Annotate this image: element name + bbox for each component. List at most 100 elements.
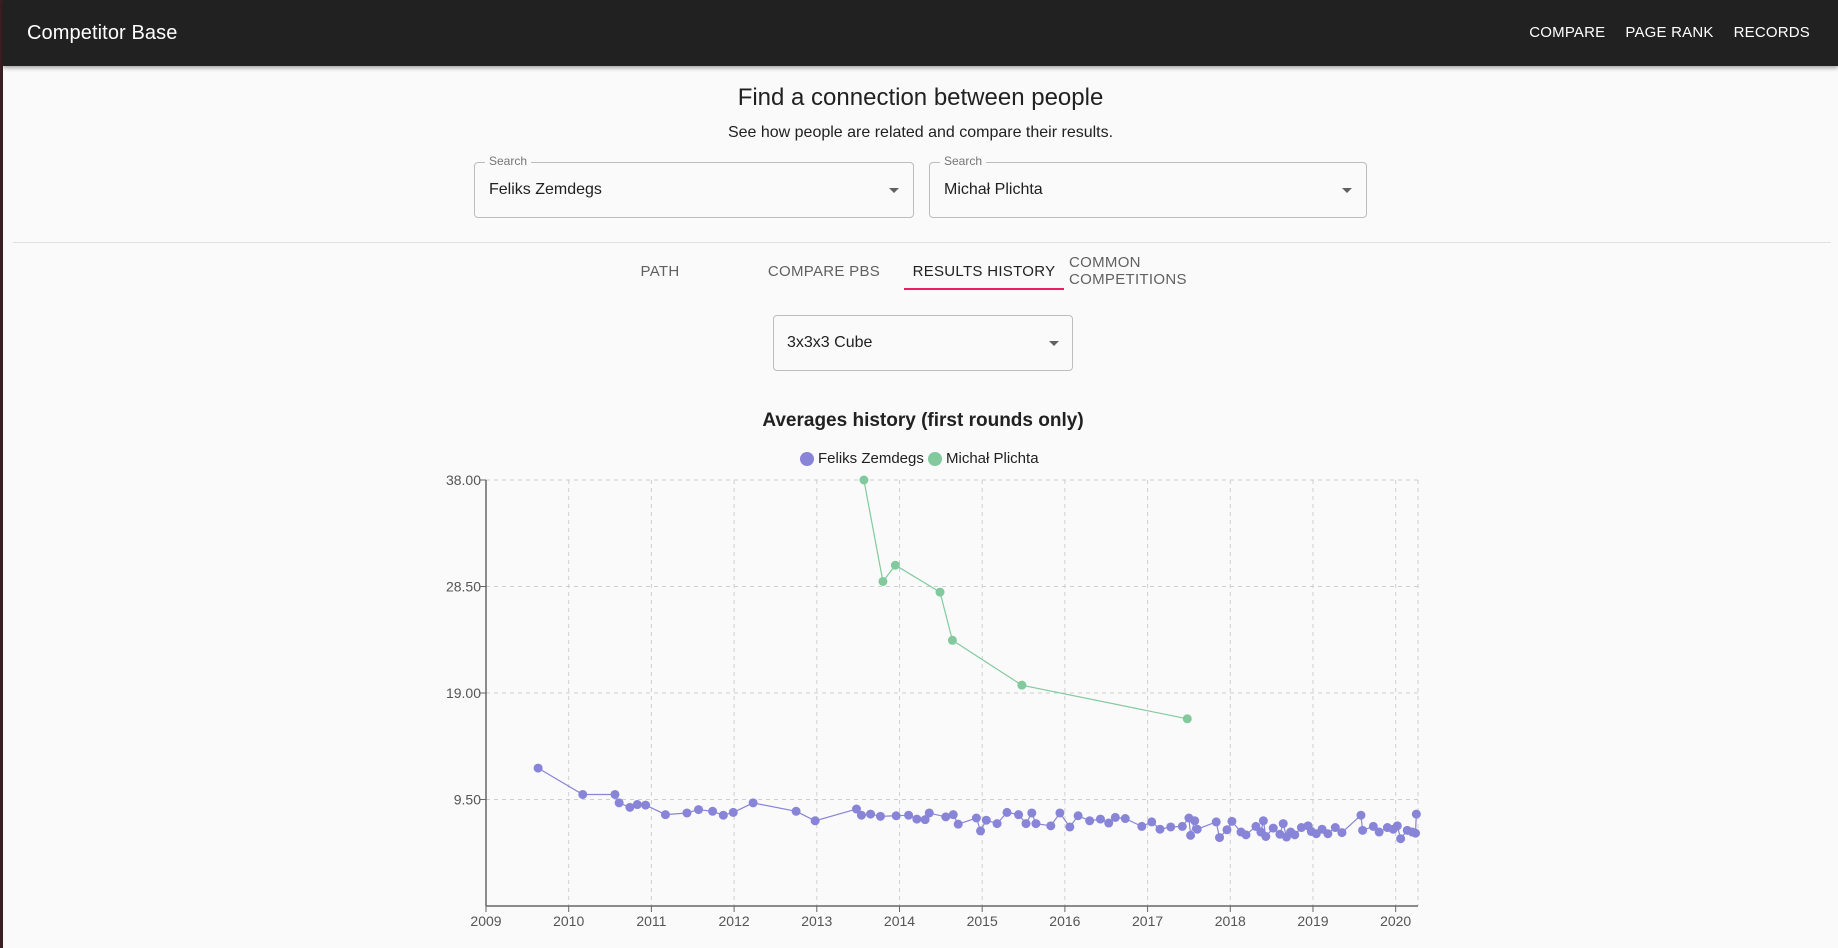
legend-marker: [800, 452, 814, 466]
data-point: [625, 802, 635, 812]
chart-title: Averages history (first rounds only): [762, 410, 1083, 431]
data-point: [1073, 811, 1083, 821]
data-point: [1155, 824, 1165, 834]
data-point: [1382, 823, 1392, 833]
data-point: [1374, 827, 1384, 837]
data-point: [1211, 817, 1221, 827]
data-point: [948, 810, 958, 820]
x-tick-label: 2009: [470, 913, 501, 929]
data-point: [1227, 816, 1237, 826]
data-point: [1055, 808, 1065, 818]
data-point: [924, 808, 934, 818]
x-tick-label: 2011: [636, 913, 666, 929]
data-point: [1368, 821, 1378, 831]
legend-label: Michał Plichta: [946, 450, 1039, 467]
data-point: [878, 576, 888, 586]
data-point: [1236, 827, 1246, 837]
data-point: [1278, 819, 1288, 829]
data-point: [708, 806, 718, 816]
data-point: [718, 810, 728, 820]
x-tick-label: 2014: [884, 913, 915, 929]
x-tick-label: 2018: [1215, 913, 1246, 929]
data-point: [992, 819, 1002, 829]
x-tick-label: 2020: [1380, 913, 1411, 929]
data-point: [1095, 814, 1105, 824]
data-point: [1166, 822, 1176, 832]
x-tick-label: 2010: [553, 913, 584, 929]
dropdown-arrow-icon[interactable]: [889, 188, 899, 193]
data-point: [891, 811, 901, 821]
tab-compare-pbs[interactable]: COMPARE PBS: [767, 262, 881, 280]
data-point: [935, 587, 945, 597]
averages-history-chart: Averages history (first rounds only) 2009…: [446, 410, 1421, 929]
divider: [13, 242, 1831, 243]
data-point: [1190, 816, 1200, 826]
dropdown-arrow-icon[interactable]: [1049, 341, 1059, 346]
data-point: [1411, 809, 1421, 819]
data-point: [859, 475, 869, 485]
data-point: [791, 806, 801, 816]
search-label: Search: [485, 154, 532, 168]
data-point: [1046, 821, 1056, 831]
dropdown-arrow-icon[interactable]: [1342, 188, 1352, 193]
data-point: [614, 798, 624, 808]
data-point: [660, 810, 670, 820]
data-point: [1021, 819, 1031, 829]
data-point: [1311, 829, 1321, 839]
event-select[interactable]: 3x3x3 Cube: [773, 315, 1073, 371]
data-point: [1330, 823, 1340, 833]
data-point: [912, 814, 922, 824]
tab-common-competitions[interactable]: COMMON COMPETITIONS: [1069, 254, 1187, 288]
data-point: [1388, 824, 1398, 834]
nav-compare[interactable]: COMPARE: [1529, 24, 1606, 41]
data-point: [1290, 830, 1300, 840]
nav-page-rank[interactable]: PAGE RANK: [1625, 24, 1714, 41]
app-bar: Competitor Base COMPARE PAGE RANK RECORD…: [3, 0, 1838, 66]
x-tick-label: 2012: [719, 913, 750, 929]
tab-path[interactable]: PATH: [640, 262, 680, 280]
data-point: [748, 798, 758, 808]
data-point: [1110, 812, 1120, 822]
data-point: [1358, 825, 1368, 835]
data-point: [1186, 830, 1196, 840]
data-point: [976, 826, 986, 836]
data-point: [1104, 818, 1114, 828]
data-point: [578, 789, 588, 799]
data-point: [947, 635, 957, 645]
data-point: [875, 811, 885, 821]
data-point: [1184, 813, 1194, 823]
search-value[interactable]: Michał Plichta: [944, 181, 1043, 198]
series-line-feliks-zemdegs: [537, 767, 1417, 841]
data-point: [953, 819, 963, 829]
data-point: [533, 763, 543, 773]
page-title: Find a connection between people: [737, 84, 1104, 111]
data-point: [641, 800, 651, 810]
data-point: [1258, 816, 1268, 826]
data-point: [1337, 828, 1347, 838]
data-point: [1120, 814, 1130, 824]
data-point: [1256, 827, 1266, 837]
data-point: [941, 812, 951, 822]
data-point: [1137, 821, 1147, 831]
person-search-1[interactable]: Search Feliks Zemdegs: [474, 154, 914, 218]
data-point: [1002, 807, 1012, 817]
data-point: [1031, 819, 1041, 829]
x-tick-label: 2016: [1049, 913, 1080, 929]
data-point: [1222, 825, 1232, 835]
data-point: [1014, 810, 1024, 820]
y-tick-label: 19.00: [446, 685, 481, 701]
app-title[interactable]: Competitor Base: [27, 22, 178, 44]
data-point: [694, 805, 704, 815]
nav-records[interactable]: RECORDS: [1733, 24, 1810, 41]
y-tick-label: 38.00: [446, 472, 481, 488]
person-search-2[interactable]: Search Michał Plichta: [929, 154, 1367, 218]
x-tick-label: 2017: [1132, 913, 1163, 929]
x-tick-label: 2013: [801, 913, 832, 929]
data-point: [632, 800, 642, 810]
search-value[interactable]: Feliks Zemdegs: [489, 181, 602, 198]
data-point: [981, 815, 991, 825]
y-tick-label: 9.50: [454, 792, 481, 808]
data-point: [1182, 714, 1192, 724]
tab-results-history[interactable]: RESULTS HISTORY: [912, 262, 1056, 280]
data-point: [920, 815, 930, 825]
